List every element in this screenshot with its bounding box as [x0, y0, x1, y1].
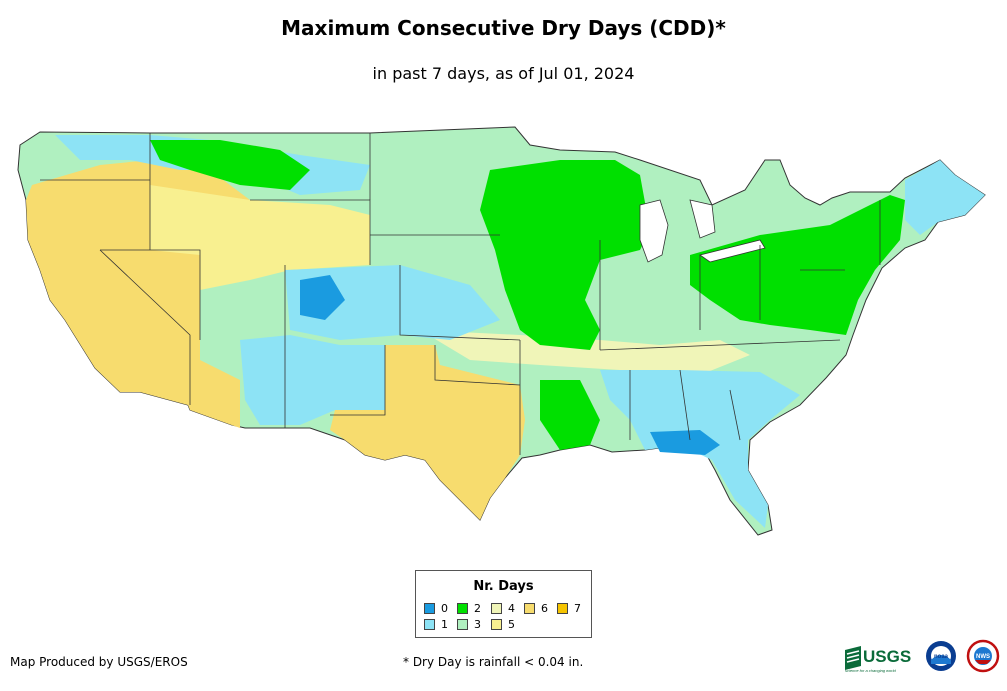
region-4-days-south	[420, 330, 750, 375]
lake-erie	[699, 239, 766, 263]
nws-logo: NWS	[966, 639, 1000, 673]
svg-text:noaa: noaa	[934, 654, 949, 660]
legend-swatch-7	[557, 603, 568, 614]
legend-item-2: 2	[457, 602, 481, 615]
legend-label-4: 4	[508, 602, 515, 615]
legend-item-4: 4	[491, 602, 515, 615]
lake-michigan	[639, 199, 669, 263]
legend-item-6: 6	[524, 602, 548, 615]
producer-credit: Map Produced by USGS/EROS	[10, 655, 188, 669]
legend-swatch-0	[424, 603, 435, 614]
svg-text:USGS: USGS	[863, 647, 911, 666]
legend-item-0: 0	[424, 602, 448, 615]
legend-label-0: 0	[441, 602, 448, 615]
region-1-day-southwest	[240, 335, 385, 425]
legend-label-3: 3	[474, 618, 481, 631]
legend-swatch-1	[424, 619, 435, 630]
legend-label-7: 7	[574, 602, 581, 615]
legend-swatch-3	[457, 619, 468, 630]
region-0-days-florida	[650, 430, 720, 455]
legend-title: Nr. Days	[473, 579, 534, 594]
svg-text:science for a changing world: science for a changing world	[845, 668, 896, 673]
legend: Nr. Days 0 1 2 3 4 5 6 7	[415, 570, 592, 638]
legend-item-5: 5	[491, 618, 515, 631]
region-2-days-northwest	[150, 140, 310, 190]
legend-swatch-4	[491, 603, 502, 614]
agency-logos: USGS science for a changing world noaa N…	[845, 639, 1000, 673]
legend-label-5: 5	[508, 618, 515, 631]
map-title: Maximum Consecutive Dry Days (CDD)*	[281, 16, 726, 40]
legend-item-3: 3	[457, 618, 481, 631]
legend-swatch-2	[457, 603, 468, 614]
state-boundaries	[40, 133, 881, 455]
dry-day-note: * Dry Day is rainfall < 0.04 in.	[403, 655, 584, 669]
region-2-days-east	[690, 195, 905, 335]
svg-text:NWS: NWS	[976, 654, 990, 660]
usgs-logo: USGS science for a changing world	[845, 646, 911, 673]
legend-label-1: 1	[441, 618, 448, 631]
cdd-map	[17, 126, 986, 536]
legend-label-6: 6	[541, 602, 548, 615]
legend-swatch-6	[524, 603, 535, 614]
region-0-days-colorado	[300, 275, 345, 320]
region-2-days-midwest	[480, 160, 650, 350]
legend-item-7: 7	[557, 602, 581, 615]
map-subtitle: in past 7 days, as of Jul 01, 2024	[372, 64, 635, 83]
lake-huron	[689, 199, 716, 239]
region-6-days-texas	[330, 345, 525, 520]
legend-swatch-5	[491, 619, 502, 630]
noaa-logo: noaa	[926, 641, 956, 671]
region-1-day-colorado	[285, 265, 500, 340]
region-1-day-maine	[905, 160, 985, 235]
region-5-days-rockies	[150, 185, 370, 290]
legend-item-1: 1	[424, 618, 448, 631]
legend-label-2: 2	[474, 602, 481, 615]
region-2-days-south	[540, 380, 600, 450]
